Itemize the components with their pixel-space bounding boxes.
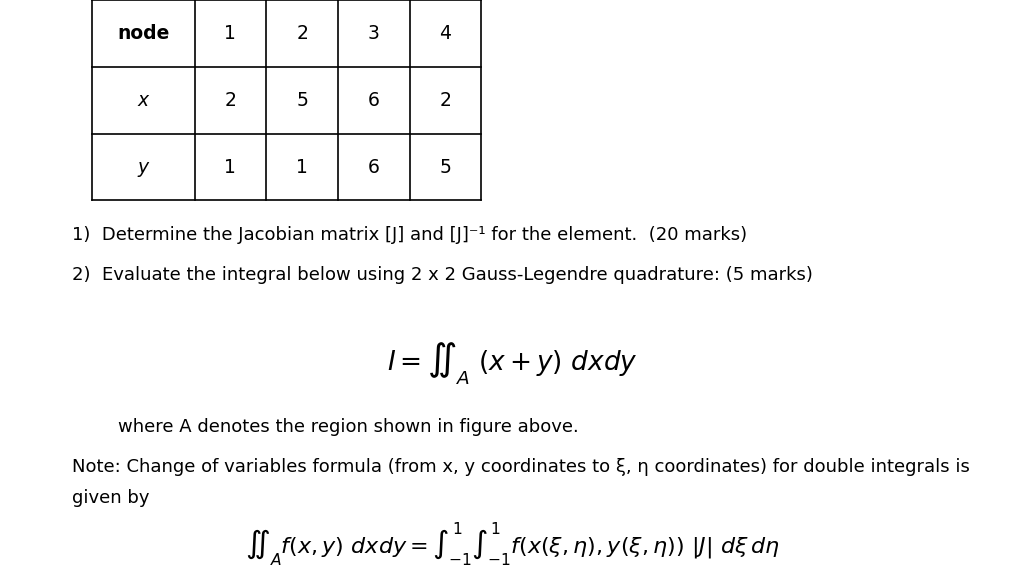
Text: 6: 6 (368, 157, 380, 177)
Text: 4: 4 (439, 24, 452, 43)
Text: 5: 5 (439, 157, 452, 177)
Text: node: node (117, 24, 170, 43)
Text: 6: 6 (368, 91, 380, 110)
Text: where A denotes the region shown in figure above.: where A denotes the region shown in figu… (118, 418, 579, 436)
Text: 2: 2 (224, 91, 237, 110)
Text: 1: 1 (296, 157, 308, 177)
Text: x: x (138, 91, 148, 110)
Text: 2: 2 (296, 24, 308, 43)
Text: 2: 2 (439, 91, 452, 110)
Text: 1: 1 (224, 24, 237, 43)
Text: given by: given by (72, 489, 150, 507)
Text: 1)  Determine the Jacobian matrix [J] and [J]⁻¹ for the element.  (20 marks): 1) Determine the Jacobian matrix [J] and… (72, 227, 746, 244)
Text: $\iint_{A} f(x,y)\ dxdy = \int_{-1}^{1} \int_{-1}^{1} f(x(\xi,\eta), y(\xi,\eta): $\iint_{A} f(x,y)\ dxdy = \int_{-1}^{1} … (245, 521, 779, 568)
Text: 3: 3 (368, 24, 380, 43)
Text: 2)  Evaluate the integral below using 2 x 2 Gauss-Legendre quadrature: (5 marks): 2) Evaluate the integral below using 2 x… (72, 266, 813, 284)
Text: y: y (138, 157, 148, 177)
Text: Note: Change of variables formula (from x, y coordinates to ξ, η coordinates) fo: Note: Change of variables formula (from … (72, 458, 970, 475)
Text: $I = \iint_{A}\ (x + y)\ dxdy$: $I = \iint_{A}\ (x + y)\ dxdy$ (387, 340, 637, 386)
Text: 1: 1 (224, 157, 237, 177)
Text: 5: 5 (296, 91, 308, 110)
